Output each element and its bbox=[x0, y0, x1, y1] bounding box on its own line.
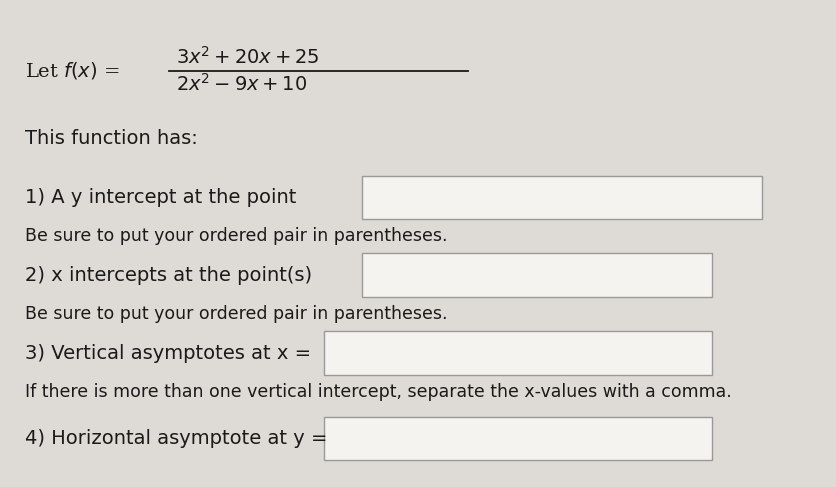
Text: $3x^2 + 20x + 25$: $3x^2 + 20x + 25$ bbox=[176, 46, 319, 68]
Text: Let $f(x)$ =: Let $f(x)$ = bbox=[25, 60, 120, 81]
Text: 1) A y intercept at the point: 1) A y intercept at the point bbox=[25, 187, 297, 207]
Text: 4) Horizontal asymptote at y =: 4) Horizontal asymptote at y = bbox=[25, 429, 328, 448]
Text: If there is more than one vertical intercept, separate the x-values with a comma: If there is more than one vertical inter… bbox=[25, 383, 732, 400]
Text: $2x^2 - 9x + 10$: $2x^2 - 9x + 10$ bbox=[176, 73, 307, 95]
Text: Be sure to put your ordered pair in parentheses.: Be sure to put your ordered pair in pare… bbox=[25, 227, 447, 244]
Text: This function has:: This function has: bbox=[25, 129, 198, 148]
Text: Be sure to put your ordered pair in parentheses.: Be sure to put your ordered pair in pare… bbox=[25, 305, 447, 322]
Text: 2) x intercepts at the point(s): 2) x intercepts at the point(s) bbox=[25, 265, 312, 285]
Text: 3) Vertical asymptotes at x =: 3) Vertical asymptotes at x = bbox=[25, 343, 311, 363]
